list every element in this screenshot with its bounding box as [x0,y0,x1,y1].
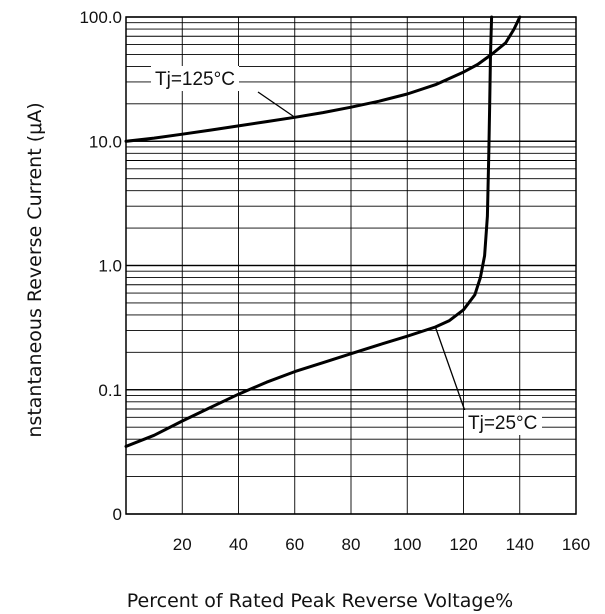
annotation-tj25-label-bg [464,410,542,435]
x-tick-label: 80 [342,535,361,554]
tick-labels: 20 40 60 80 100 120 140 160 0 0.1 1.0 10.0 100.0 [79,8,590,554]
x-tick-label: 100 [393,535,421,554]
annotation-tj25-leader [434,326,467,415]
y-tick-label: 0.1 [98,381,122,400]
series-line-tj125 [124,15,522,143]
y-axis-label: nstantaneous Reverse Current (μA) [24,102,46,437]
annotation-tj125-label: Tj=125°C [155,69,235,90]
x-tick-label: 160 [562,535,590,554]
y-tick-label: 100.0 [79,8,122,27]
x-tick-label: 60 [285,535,304,554]
x-tick-label: 40 [229,535,248,554]
x-tick-label: 140 [506,535,534,554]
x-axis-label: Percent of Rated Peak Reverse Voltage% [127,590,513,612]
y-tick-label: 10.0 [89,132,122,151]
x-tick-label: 20 [173,535,192,554]
y-tick-label: 1.0 [98,257,122,276]
series-line-tj25 [124,15,494,448]
x-tick-label: 120 [449,535,477,554]
series-layer [124,15,522,448]
annotation-tj25-label: Tj=25°C [468,413,537,434]
annotation-tj125-leader [257,91,296,118]
annotations: Tj=125°C Tj=25°C [151,66,542,435]
plot-frame [125,16,577,515]
y-tick-label: 0 [113,505,122,524]
annotation-tj125-label-bg [151,66,239,91]
